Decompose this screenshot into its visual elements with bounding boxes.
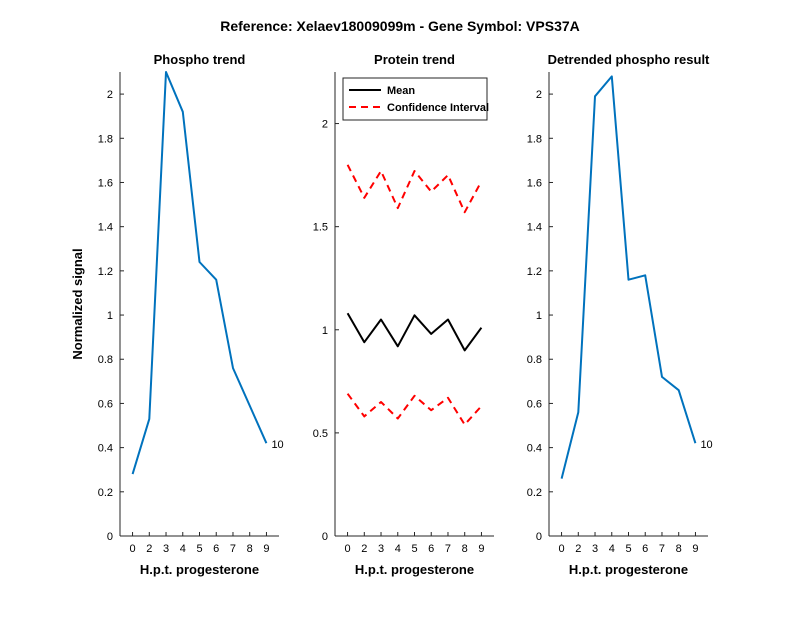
y-tick-label: 0.6: [527, 398, 542, 410]
y-tick-label: 0.2: [527, 487, 542, 499]
x-tick-label: 3: [378, 543, 384, 555]
y-tick-label: 1.4: [527, 222, 542, 234]
end-point-annotation: 10: [271, 439, 283, 451]
legend-box: [342, 77, 488, 121]
y-tick-label: 1: [107, 310, 113, 322]
x-tick-label: 7: [230, 543, 236, 555]
y-tick-label: 0: [322, 531, 328, 543]
y-axis-label: Normalized signal: [70, 248, 85, 359]
panel-title: Protein trend: [374, 52, 455, 67]
y-tick-label: 1.2: [98, 266, 113, 278]
figure-suptitle: Reference: Xelaev18009099m - Gene Symbol…: [220, 18, 580, 34]
y-tick-label: 2: [322, 119, 328, 131]
x-tick-label: 6: [428, 543, 434, 555]
x-tick-label: 4: [395, 543, 401, 555]
legend-label: Confidence Interval: [387, 102, 489, 114]
y-tick-label: 0.4: [527, 443, 542, 455]
x-tick-label: 0: [129, 543, 135, 555]
panel-1: Phospho trend H.p.t. progesterone Normaliz…: [70, 52, 284, 577]
x-tick-label: 9: [478, 543, 484, 555]
y-tick-label: 0.8: [527, 354, 542, 366]
y-tick-label: 0: [107, 531, 113, 543]
x-tick-label: 2: [361, 543, 367, 555]
series-mean: [346, 312, 483, 352]
y-tick-label: 0.2: [98, 487, 113, 499]
x-tick-label: 0: [344, 543, 350, 555]
legend-label: Mean: [387, 85, 415, 97]
x-tick-label: 5: [196, 543, 202, 555]
x-tick-label: 5: [625, 543, 631, 555]
x-tick-label: 5: [411, 543, 417, 555]
x-axis-label: H.p.t. progesterone: [569, 562, 688, 577]
y-tick-label: 1.4: [98, 222, 113, 234]
y-tick-label: 2: [107, 89, 113, 101]
y-tick-label: 1.8: [527, 133, 542, 145]
series-line-2: [346, 393, 483, 426]
x-tick-label: 9: [692, 543, 698, 555]
x-tick-label: 0: [558, 543, 564, 555]
panel-title: Phospho trend: [154, 52, 246, 67]
y-tick-label: 1: [536, 310, 542, 322]
y-tick-label: 1.5: [313, 222, 328, 234]
series-line-0: [131, 71, 268, 475]
y-tick-label: 1: [322, 325, 328, 337]
x-tick-label: 6: [213, 543, 219, 555]
x-tick-label: 3: [163, 543, 169, 555]
series-confidence-interval: [346, 164, 483, 214]
x-tick-label: 6: [642, 543, 648, 555]
y-tick-label: 0.8: [98, 354, 113, 366]
x-tick-label: 2: [146, 543, 152, 555]
x-tick-label: 7: [659, 543, 665, 555]
x-tick-label: 8: [247, 543, 253, 555]
x-tick-label: 2: [575, 543, 581, 555]
end-point-annotation: 10: [700, 439, 712, 451]
y-tick-label: 2: [536, 89, 542, 101]
y-tick-label: 1.6: [527, 177, 542, 189]
y-tick-label: 0.5: [313, 428, 328, 440]
x-tick-label: 4: [609, 543, 615, 555]
x-tick-label: 4: [180, 543, 186, 555]
x-tick-label: 8: [462, 543, 468, 555]
y-tick-label: 0.6: [98, 398, 113, 410]
x-tick-label: 3: [592, 543, 598, 555]
x-axis-label: H.p.t. progesterone: [355, 562, 474, 577]
x-tick-label: 7: [445, 543, 451, 555]
y-tick-label: 0.4: [98, 443, 113, 455]
y-tick-label: 1.2: [527, 266, 542, 278]
x-tick-label: 9: [263, 543, 269, 555]
panel-title: Detrended phospho result: [548, 52, 710, 67]
y-tick-label: 1.8: [98, 133, 113, 145]
series-line-0: [560, 75, 697, 479]
legend: Mean Confidence Interval: [342, 77, 489, 121]
y-tick-label: 1.6: [98, 177, 113, 189]
x-tick-label: 8: [676, 543, 682, 555]
y-tick-label: 0: [536, 531, 542, 543]
x-axis-label: H.p.t. progesterone: [140, 562, 259, 577]
panel-3: Detrended phospho result H.p.t. progester…: [527, 52, 713, 577]
